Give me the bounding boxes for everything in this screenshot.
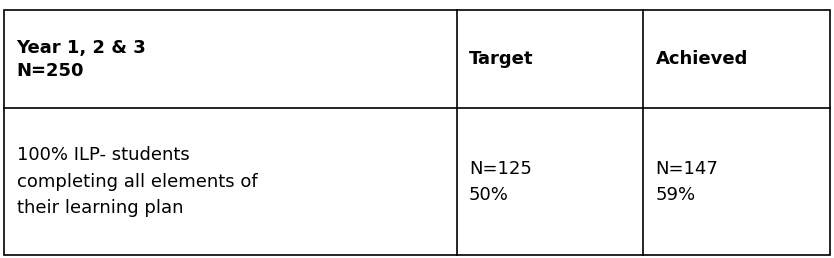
Text: N=125
50%: N=125 50% <box>469 160 532 204</box>
Text: Year 1, 2 & 3
N=250: Year 1, 2 & 3 N=250 <box>17 38 146 80</box>
Text: Target: Target <box>469 50 534 68</box>
Text: Achieved: Achieved <box>656 50 748 68</box>
Text: N=147
59%: N=147 59% <box>656 160 718 204</box>
Text: 100% ILP- students
completing all elements of
their learning plan: 100% ILP- students completing all elemen… <box>17 147 257 217</box>
